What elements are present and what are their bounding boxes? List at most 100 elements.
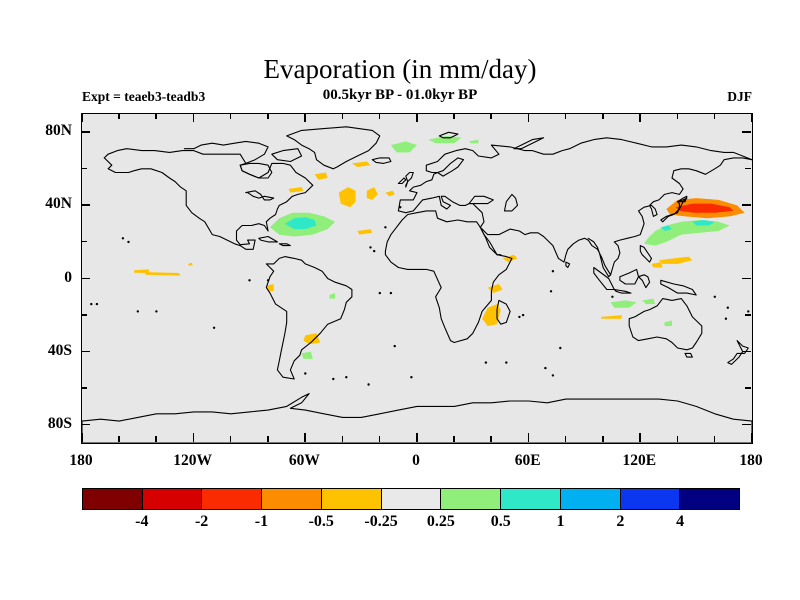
map-plot-area bbox=[81, 113, 753, 444]
axis-tick bbox=[564, 436, 567, 442]
axis-tick bbox=[81, 240, 87, 243]
coastline-island-speck bbox=[121, 237, 125, 240]
colorbar-segment bbox=[620, 489, 681, 509]
coastline-svalbard bbox=[438, 131, 459, 139]
axis-tick bbox=[267, 436, 269, 442]
coastline-island-speck bbox=[345, 376, 348, 379]
colorbar-tick-label: 0.25 bbox=[426, 513, 455, 530]
axis-tick bbox=[751, 433, 753, 442]
coastline-baffin bbox=[271, 148, 303, 163]
anomaly-central-atlantic bbox=[338, 187, 356, 208]
axis-tick bbox=[416, 113, 418, 122]
axis-tick bbox=[81, 423, 90, 426]
coastline-sulawesi bbox=[637, 274, 651, 289]
coastline-island-speck bbox=[384, 226, 387, 229]
coastline-britain bbox=[405, 171, 414, 188]
axis-tick bbox=[341, 436, 344, 442]
coastline-island-speck bbox=[389, 291, 393, 295]
axis-tick bbox=[713, 113, 716, 119]
coastline-island-speck bbox=[332, 377, 335, 381]
x-axis-tick-label: 120W bbox=[173, 452, 213, 469]
coastline-red-sea-west bbox=[479, 226, 502, 256]
axis-tick bbox=[81, 167, 87, 170]
colorbar-segment bbox=[441, 489, 502, 509]
chart-subtitle: 00.5kyr BP - 01.0kyr BP bbox=[322, 87, 478, 103]
colorbar-segment bbox=[321, 489, 382, 509]
coastline-new-guinea bbox=[660, 279, 697, 296]
axis-tick bbox=[341, 113, 344, 119]
anomaly-east-pacific-streak bbox=[145, 272, 181, 276]
anomaly-timor-sea bbox=[642, 298, 656, 305]
y-axis-tick-label: 40N bbox=[45, 195, 72, 213]
coastline-south-asia bbox=[479, 226, 612, 278]
coastline-island-speck bbox=[518, 315, 521, 319]
anomaly-newfoundland bbox=[288, 187, 304, 193]
x-axis-tick-label: 60E bbox=[514, 452, 541, 469]
anomaly-greenland-sea bbox=[390, 141, 417, 153]
axis-tick bbox=[229, 113, 232, 119]
page-title: Evaporation (in mm/day) bbox=[263, 54, 537, 84]
x-axis-tick-label: 180 bbox=[739, 452, 763, 469]
axis-tick bbox=[639, 433, 641, 442]
x-axis-tick-label: 180 bbox=[69, 452, 93, 469]
anomaly-nw-pacific-core-east bbox=[692, 220, 715, 226]
axis-tick bbox=[267, 113, 269, 119]
y-axis-tick-label: 80N bbox=[45, 122, 72, 140]
coastline-greenland bbox=[286, 126, 381, 170]
anomaly-kuroshio-core bbox=[675, 203, 734, 213]
coastline-island-speck bbox=[136, 310, 139, 313]
axis-tick bbox=[118, 113, 120, 119]
coastline-island-speck bbox=[369, 246, 372, 249]
coastline-cuba bbox=[258, 235, 278, 243]
anomaly-north-atlantic-core bbox=[284, 217, 317, 230]
axis-tick bbox=[155, 113, 157, 119]
anomaly-kara-sea bbox=[469, 139, 479, 144]
coastline-island-speck bbox=[90, 302, 93, 306]
colorbar-tick-label: 0.5 bbox=[490, 513, 511, 530]
coastline-island-speck bbox=[410, 376, 413, 379]
coastline-sri-lanka bbox=[565, 261, 571, 269]
axis-tick bbox=[453, 113, 455, 119]
axis-tick bbox=[742, 131, 751, 133]
axis-tick bbox=[742, 350, 751, 353]
coastline-iceland bbox=[371, 157, 392, 164]
coastline-arctic-canada bbox=[103, 140, 269, 164]
anomaly-philippine-sea-2 bbox=[651, 262, 663, 268]
coastline-japan bbox=[660, 197, 688, 223]
season-label: DJF bbox=[727, 89, 752, 104]
coastline-eurasia-north bbox=[397, 137, 752, 212]
anomaly-labrador bbox=[314, 172, 328, 180]
anomaly-la-plata bbox=[303, 333, 321, 345]
coastline-island-speck bbox=[95, 302, 99, 306]
coastline-great-lakes bbox=[245, 190, 275, 201]
coastline-black-sea bbox=[468, 195, 494, 205]
coastline-caspian bbox=[503, 193, 519, 212]
anomaly-barents-sea bbox=[428, 135, 462, 144]
coastline-island-speck bbox=[484, 361, 488, 364]
colorbar bbox=[82, 488, 740, 510]
colorbar-segment bbox=[83, 489, 143, 509]
anomaly-iberia-west bbox=[385, 190, 395, 197]
anomaly-nw-pacific-core-west bbox=[660, 225, 672, 231]
experiment-label: Expt = teaeb3-teadb3 bbox=[82, 89, 206, 104]
colorbar-tick-label: 1 bbox=[556, 513, 565, 530]
coastline-island-speck bbox=[551, 270, 555, 273]
coastline-antarctica bbox=[82, 393, 752, 443]
axis-tick bbox=[416, 433, 418, 442]
axis-tick bbox=[745, 167, 751, 170]
anomaly-east-pacific-streak2 bbox=[134, 269, 149, 273]
anomaly-ne-atlantic bbox=[366, 187, 378, 200]
x-axis-tick-label: 0 bbox=[412, 452, 420, 469]
coastline-tasmania bbox=[684, 352, 693, 358]
axis-tick bbox=[155, 436, 157, 442]
colorbar-segment bbox=[560, 489, 621, 509]
y-axis-tick-label: 80S bbox=[47, 414, 72, 432]
coastline-hispaniola bbox=[278, 243, 291, 247]
axis-tick bbox=[81, 387, 87, 389]
colorbar-tick-label: -2 bbox=[194, 513, 209, 530]
coastline-island-speck bbox=[505, 361, 508, 364]
coastline-island-speck bbox=[373, 249, 376, 253]
axis-tick bbox=[118, 436, 120, 442]
coastline-north-america bbox=[103, 157, 314, 250]
